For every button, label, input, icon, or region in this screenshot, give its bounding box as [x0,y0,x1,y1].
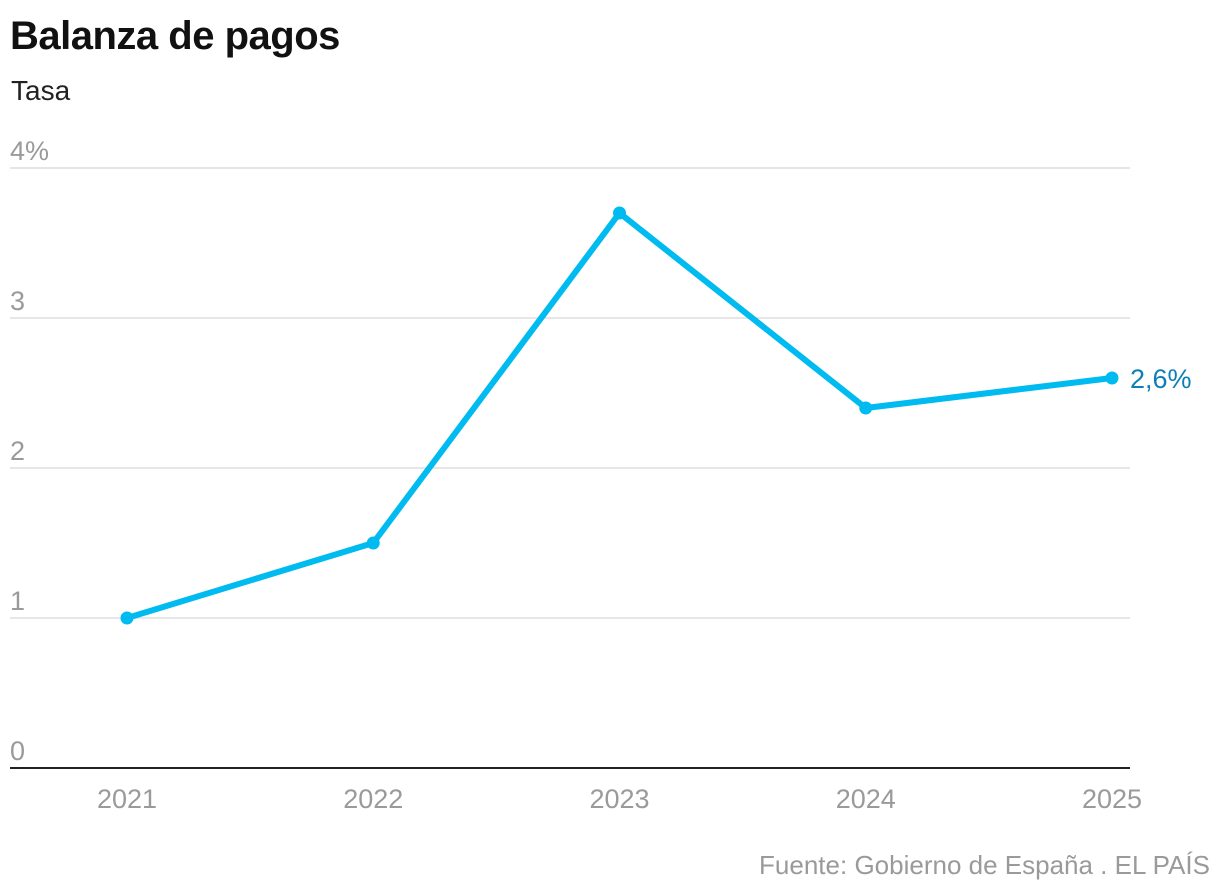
grid-lines [10,167,1130,619]
data-point-2021 [120,611,134,625]
x-axis-ticks: 2021 2022 2023 2024 2025 [97,784,1142,814]
x-tick-label-2023: 2023 [589,784,649,814]
data-point-2024 [859,401,873,415]
x-tick-label-2025: 2025 [1082,784,1142,814]
chart-subtitle: Tasa [11,75,71,106]
end-value-label: 2,6% [1130,364,1192,394]
y-tick-label-2: 2 [10,436,25,466]
x-tick-label-2022: 2022 [343,784,403,814]
y-tick-label-0: 0 [10,736,25,766]
x-tick-label-2024: 2024 [836,784,896,814]
y-tick-label-3: 3 [10,286,25,316]
y-tick-label-1: 1 [10,586,25,616]
y-axis-ticks: 0 1 2 3 4% [10,136,49,766]
data-point-2025 [1105,371,1119,385]
source-note: Fuente: Gobierno de España . EL PAÍS [759,850,1210,881]
series-layer [120,206,1119,625]
x-tick-label-2021: 2021 [97,784,157,814]
data-point-2023 [613,206,626,220]
data-point-2022 [366,536,380,550]
y-tick-label-4: 4% [10,136,49,166]
chart-title: Balanza de pagos [10,14,340,58]
series-line-0 [124,210,1115,621]
